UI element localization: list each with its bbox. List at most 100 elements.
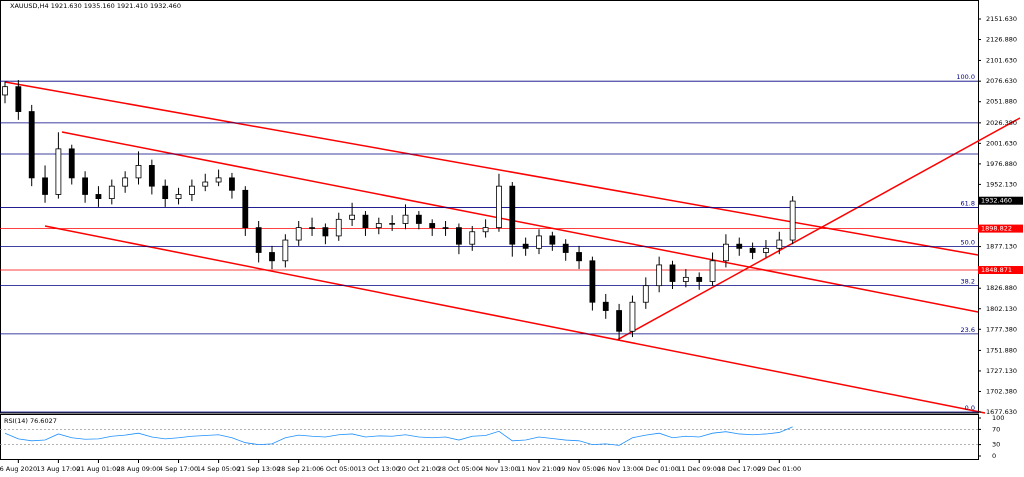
candle-body	[135, 165, 142, 179]
x-tick-label: 13 Oct 13:00	[358, 465, 400, 473]
price-tag: 1932.460	[981, 197, 1012, 205]
y-tick-label: 2151.630	[986, 15, 1017, 23]
x-tick-label: 14 Sep 05:00	[197, 465, 240, 473]
x-tick-label: 4 Nov 13:00	[479, 465, 519, 473]
candle-body	[82, 177, 88, 195]
x-tick-label: 11 Nov 21:00	[517, 465, 561, 473]
candle-body	[55, 148, 62, 195]
rsi-label: RSI(14) 76.6027	[4, 417, 57, 425]
candle-body	[496, 185, 502, 229]
candle-body	[322, 227, 329, 237]
x-tick-label: 6 Oct 05:00	[320, 465, 358, 473]
x-tick-label: 4 Sep 17:00	[159, 465, 198, 473]
price-tag-box	[978, 266, 1023, 275]
x-tick-label: 26 Nov 13:00	[597, 465, 641, 473]
candle-body	[68, 148, 75, 179]
candle-body	[723, 243, 729, 262]
chart-title: XAUUSD,H4 1921.630 1935.160 1921.410 193…	[10, 2, 181, 10]
y-tick-label: 1751.880	[986, 346, 1017, 354]
rsi-line	[4, 426, 793, 446]
candle-body	[763, 247, 769, 253]
candle-body	[509, 185, 516, 245]
candle-body	[362, 214, 369, 229]
candle-body	[335, 218, 342, 237]
x-tick-label: 6 Aug 2020	[0, 465, 37, 473]
candle-body	[269, 252, 275, 262]
candle-body	[696, 276, 703, 282]
x-tick-label: 11 Dec 09:00	[677, 465, 721, 473]
candle-body	[602, 301, 609, 311]
candle-body	[576, 252, 582, 262]
trend-line	[616, 117, 1021, 341]
price-tag-box	[978, 196, 1023, 205]
candle-body	[122, 177, 129, 187]
candle-body	[2, 86, 8, 96]
y-tick-label: 2051.880	[986, 98, 1017, 106]
x-tick-label: 4 Dec 01:00	[639, 465, 679, 473]
x-tick-label: 19 Nov 05:00	[557, 465, 601, 473]
rsi-tick-label: 100	[992, 414, 1004, 422]
trend-line	[61, 131, 979, 313]
candle-body	[536, 235, 542, 249]
candle-body	[549, 235, 556, 245]
candle-body	[442, 227, 449, 229]
candle-body	[629, 301, 636, 332]
candle-body	[682, 276, 689, 282]
y-tick-label: 1826.880	[986, 284, 1017, 292]
price-tag: 1898.822	[981, 225, 1012, 233]
candle-body	[162, 185, 169, 200]
candle-body	[709, 260, 716, 282]
y-tick-label: 1727.130	[986, 367, 1017, 375]
candle-body	[215, 177, 222, 183]
x-tick-label: 28 Aug 09:00	[117, 465, 161, 473]
candle-body	[642, 285, 649, 303]
price-tag: 1848.871	[981, 266, 1012, 274]
candle-body	[389, 223, 396, 225]
fib-label: 0.0	[965, 404, 975, 412]
y-tick-label: 2076.630	[986, 77, 1017, 85]
y-tick-label: 2126.880	[986, 36, 1017, 44]
candle-body	[562, 243, 569, 253]
candle-body	[736, 243, 743, 249]
x-tick-label: 28 Sep 21:00	[277, 465, 320, 473]
candle-body	[255, 227, 262, 253]
candle-body	[349, 214, 356, 220]
candle-body	[469, 231, 476, 245]
candle-body	[656, 264, 663, 287]
price-tag-box	[978, 224, 1023, 233]
y-tick-label: 1952.130	[986, 180, 1017, 188]
y-tick-label: 1702.380	[986, 387, 1017, 395]
y-tick-label: 1777.380	[986, 325, 1017, 333]
rsi-tick-label: 70	[992, 425, 1000, 433]
y-tick-label: 1802.130	[986, 305, 1017, 313]
trend-line	[4, 81, 979, 256]
candle-body	[95, 194, 102, 200]
y-tick-label: 2101.630	[986, 56, 1017, 64]
candle-body	[309, 227, 315, 229]
fib-label: 61.8	[961, 200, 975, 208]
candle-body	[175, 194, 182, 200]
candle-body	[482, 227, 489, 233]
rsi-panel	[0, 414, 979, 460]
x-tick-label: 29 Dec 01:00	[757, 465, 801, 473]
candle-body	[282, 239, 289, 262]
candle-body	[229, 177, 235, 191]
trend-lines	[4, 81, 1021, 414]
fib-label: 23.6	[961, 326, 975, 334]
y-tick-label: 2001.630	[986, 139, 1017, 147]
fib-label: 100.0	[956, 73, 975, 81]
candle-body	[789, 200, 796, 241]
candle-body	[375, 223, 382, 229]
candle-body	[148, 165, 155, 187]
candle-body	[242, 189, 249, 229]
fib-label: 38.2	[961, 278, 975, 286]
rsi-tick-label: 30	[992, 441, 1000, 449]
candle-body	[749, 247, 756, 253]
candle-body	[28, 111, 35, 179]
candle-body	[15, 86, 22, 112]
candle-body	[522, 243, 529, 249]
x-tick-label: 21 Sep 13:00	[237, 465, 280, 473]
x-tick-label: 28 Oct 05:00	[438, 465, 480, 473]
y-tick-label: 1677.630	[986, 408, 1017, 416]
x-tick-label: 13 Aug 17:00	[36, 465, 80, 473]
